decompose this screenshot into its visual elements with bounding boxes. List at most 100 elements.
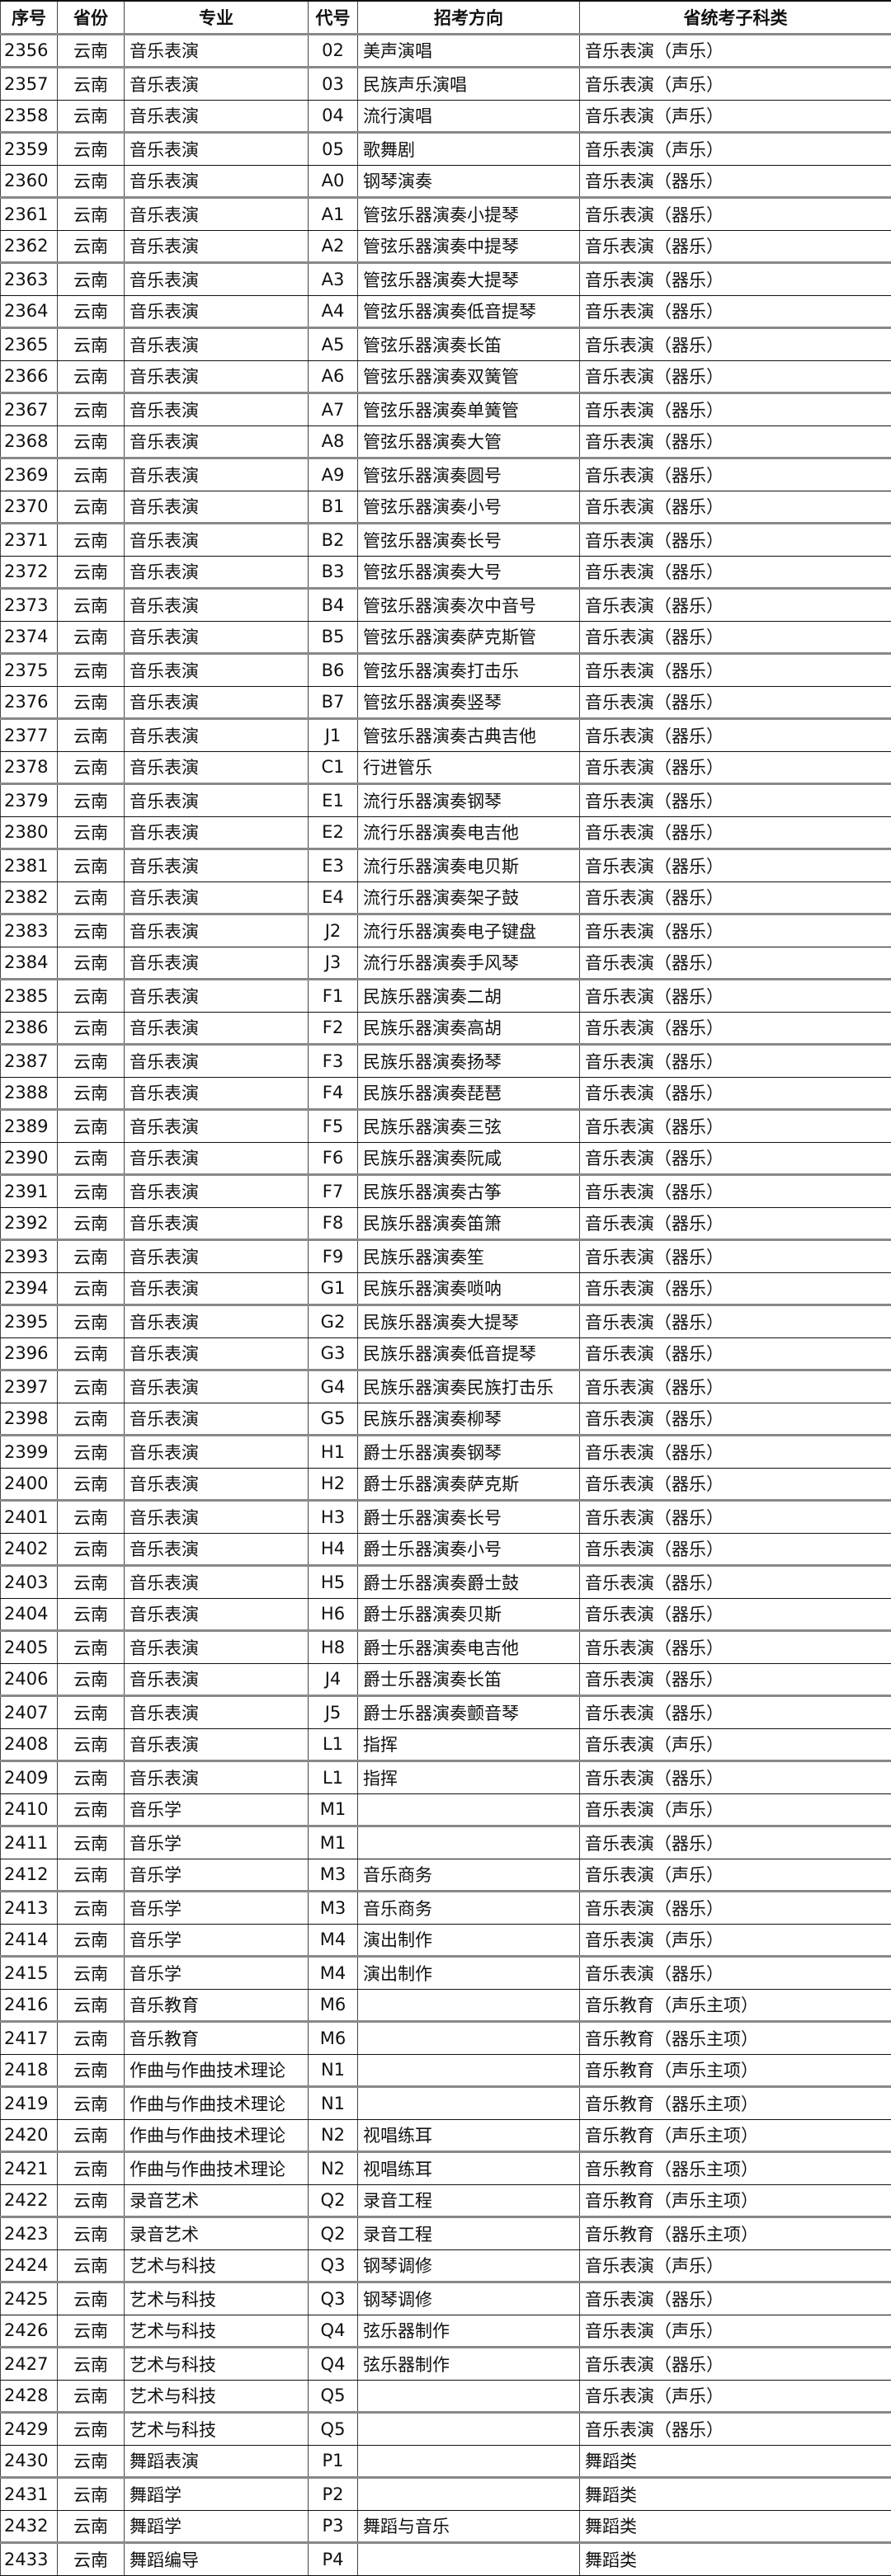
cell-seq: 2409 [1,1761,58,1794]
cell-major: 音乐学 [125,1793,309,1826]
cell-direction: 民族乐器演奏民族打击乐 [358,1370,580,1403]
cell-province: 云南 [58,1337,125,1370]
cell-subject-category: 音乐表演（器乐） [580,1305,891,1338]
cell-subject-category: 音乐教育（器乐主项） [580,2022,891,2055]
cell-subject-category: 音乐教育（器乐主项） [580,2152,891,2185]
cell-seq: 2378 [1,751,58,784]
cell-code: J1 [309,719,358,752]
cell-seq: 2414 [1,1924,58,1957]
cell-subject-category: 舞蹈类 [580,2478,891,2511]
cell-province: 云南 [58,1728,125,1761]
cell-direction: 管弦乐器演奏低音提琴 [358,295,580,328]
cell-seq: 2406 [1,1663,58,1696]
cell-direction: 管弦乐器演奏大号 [358,556,580,589]
cell-seq: 2367 [1,393,58,426]
cell-province: 云南 [58,2054,125,2087]
cell-code: B4 [309,589,358,622]
cell-major: 音乐表演 [125,100,309,133]
cell-direction: 管弦乐器演奏单簧管 [358,393,580,426]
cell-major: 音乐学 [125,1924,309,1957]
cell-direction: 爵士乐器演奏小号 [358,1533,580,1566]
cell-province: 云南 [58,2282,125,2315]
cell-major: 音乐学 [125,1826,309,1859]
cell-seq: 2374 [1,621,58,654]
cell-code: A7 [309,393,358,426]
cell-code: Q5 [309,2380,358,2413]
cell-province: 云南 [58,621,125,654]
cell-province: 云南 [58,133,125,166]
cell-province: 云南 [58,1501,125,1534]
cell-direction: 录音工程 [358,2217,580,2250]
cell-subject-category: 音乐表演（器乐） [580,1631,891,1664]
cell-direction: 录音工程 [358,2184,580,2217]
cell-direction: 视唱练耳 [358,2152,580,2185]
cell-subject-category: 音乐表演（器乐） [580,2348,891,2381]
cell-subject-category: 音乐表演（器乐） [580,1012,891,1045]
cell-province: 云南 [58,2249,125,2282]
cell-direction: 管弦乐器演奏竖琴 [358,686,580,719]
cell-direction: 音乐商务 [358,1892,580,1925]
header-direction: 招考方向 [358,1,580,34]
cell-province: 云南 [58,1598,125,1631]
cell-seq: 2376 [1,686,58,719]
cell-province: 云南 [58,849,125,882]
cell-direction: 民族乐器演奏三弦 [358,1110,580,1143]
cell-seq: 2387 [1,1045,58,1078]
cell-province: 云南 [58,980,125,1013]
cell-code: Q3 [309,2249,358,2282]
cell-direction: 民族乐器演奏低音提琴 [358,1337,580,1370]
cell-seq: 2390 [1,1142,58,1175]
cell-province: 云南 [58,2445,125,2478]
cell-direction: 流行乐器演奏架子鼓 [358,881,580,914]
cell-major: 音乐表演 [125,1663,309,1696]
cell-code: N1 [309,2054,358,2087]
cell-seq: 2377 [1,719,58,752]
cell-seq: 2388 [1,1077,58,1110]
cell-code: F6 [309,1142,358,1175]
cell-code: A5 [309,328,358,361]
cell-province: 云南 [58,589,125,622]
cell-code: P1 [309,2445,358,2478]
cell-province: 云南 [58,1240,125,1273]
cell-subject-category: 音乐表演（器乐） [580,654,891,687]
cell-seq: 2365 [1,328,58,361]
cell-direction: 民族乐器演奏琵琶 [358,1077,580,1110]
cell-code: F4 [309,1077,358,1110]
cell-subject-category: 音乐表演（声乐） [580,2380,891,2413]
cell-code: L1 [309,1728,358,1761]
cell-province: 云南 [58,1826,125,1859]
cell-direction [358,2478,580,2511]
cell-direction: 爵士乐器演奏爵士鼓 [358,1566,580,1599]
cell-code: H6 [309,1598,358,1631]
cell-seq: 2368 [1,425,58,458]
cell-direction: 歌舞剧 [358,133,580,166]
cell-direction: 管弦乐器演奏小提琴 [358,198,580,231]
cell-code: A3 [309,263,358,296]
cell-subject-category: 音乐表演（器乐） [580,1566,891,1599]
cell-province: 云南 [58,1631,125,1664]
cell-province: 云南 [58,914,125,947]
cell-major: 音乐表演 [125,393,309,426]
cell-code: 05 [309,133,358,166]
cell-direction: 弦乐器制作 [358,2348,580,2381]
cell-major: 艺术与科技 [125,2249,309,2282]
cell-direction: 民族乐器演奏高胡 [358,1012,580,1045]
cell-subject-category: 音乐表演（声乐） [580,2249,891,2282]
cell-major: 音乐表演 [125,198,309,231]
cell-subject-category: 音乐表演（器乐） [580,1272,891,1305]
cell-seq: 2402 [1,1533,58,1566]
cell-major: 音乐表演 [125,621,309,654]
cell-major: 音乐表演 [125,230,309,263]
cell-seq: 2407 [1,1696,58,1729]
cell-major: 音乐表演 [125,1272,309,1305]
